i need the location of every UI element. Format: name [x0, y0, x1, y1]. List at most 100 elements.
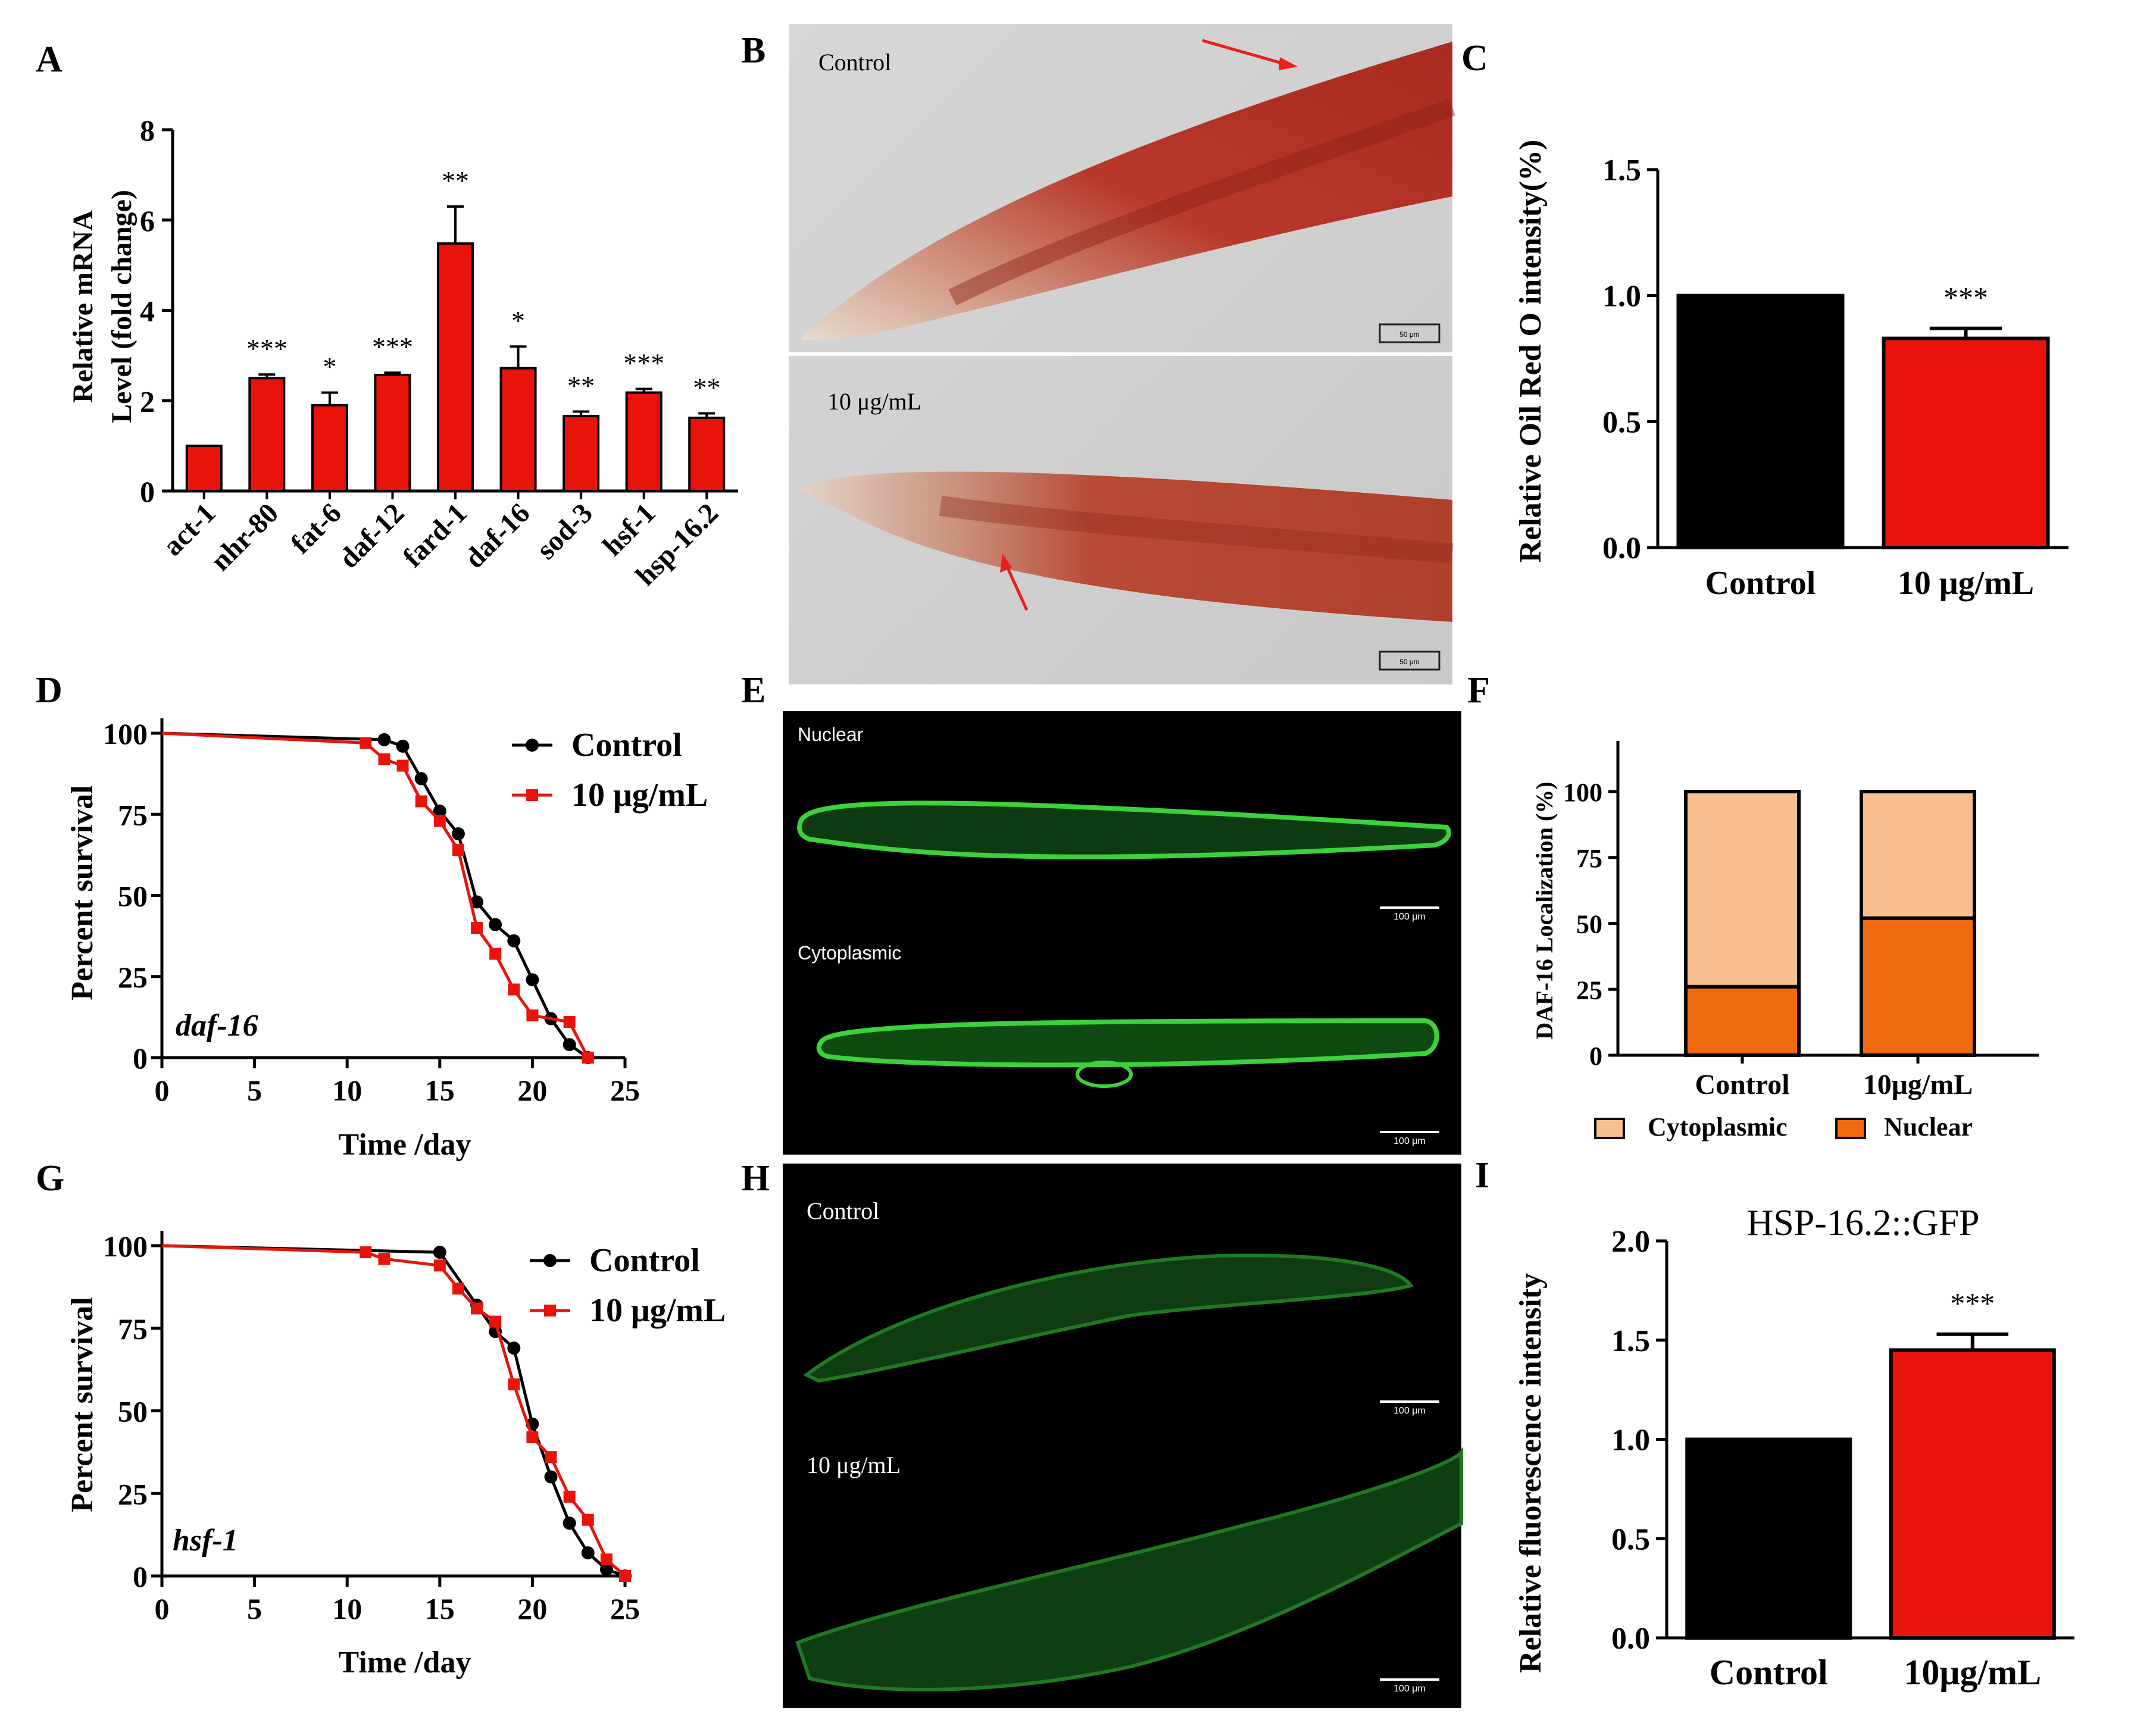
- data-point: [526, 1009, 539, 1022]
- y-tick-label: 1.0: [1602, 280, 1641, 314]
- worm-gut-texture: [948, 98, 1455, 306]
- y-tick-label: 8: [140, 114, 155, 147]
- worm-gut-texture: [939, 496, 1454, 564]
- data-point: [563, 1038, 576, 1052]
- bar: [1889, 1348, 2056, 1640]
- y-tick-label: 1.5: [1611, 1324, 1650, 1358]
- x-tick-label: Control: [1695, 1069, 1789, 1100]
- f-ylabel: DAF-16 Localization (%): [1531, 781, 1558, 1039]
- x-tick-label: 10: [332, 1592, 362, 1625]
- x-tick-label: daf-12: [333, 497, 410, 574]
- panel-letter-h: H: [741, 1158, 770, 1199]
- gfp-intensity-bar-chart: 0.0 0.5 1.0 1.5 2.0 Control *** 10μg/mL: [1611, 1225, 2074, 1692]
- bar: [499, 367, 537, 492]
- data-point: [433, 1259, 446, 1272]
- data-point: [544, 1470, 558, 1484]
- y-tick-label: 0.5: [1611, 1522, 1650, 1556]
- panel-letter-g: G: [36, 1158, 64, 1199]
- legend-label-cytoplasmic: Cytoplasmic: [1648, 1112, 1788, 1142]
- y-tick-label: 1.0: [1611, 1424, 1650, 1458]
- stacked-segment-cytoplasmic: [1684, 790, 1801, 989]
- data-point: [360, 737, 372, 749]
- data-point: [378, 753, 390, 765]
- y-tick-label: 0.0: [1602, 531, 1641, 565]
- y-tick-label: 25: [1576, 975, 1602, 1005]
- legend-marker: [543, 1254, 557, 1267]
- y-tick-label: 0: [1589, 1042, 1602, 1071]
- data-point: [507, 1341, 521, 1355]
- d-ylabel: Percent survival: [65, 785, 99, 1000]
- daf16-survival-chart: 0 25 50 75 100 0 5 10 15 20 25 Control 10 μg/mL: [103, 717, 708, 1107]
- data-point: [471, 922, 483, 934]
- data-point: [451, 827, 465, 840]
- worm-treated-image: [801, 471, 1452, 622]
- e-bottom-label: Cytoplasmic: [798, 942, 901, 964]
- x-tick-label: 10μg/mL: [1904, 1653, 2041, 1692]
- x-tick-label: nhr-80: [205, 497, 285, 577]
- arrow-icon: [1004, 563, 1029, 611]
- i-ylabel: Relative fluorescence intensity: [1514, 1273, 1548, 1673]
- bar: [1676, 293, 1845, 549]
- stacked-segment-nuclear: [1684, 984, 1801, 1057]
- x-tick-label: 10: [332, 1074, 362, 1107]
- x-tick-label: 0: [155, 1074, 170, 1107]
- data-point: [563, 1516, 576, 1530]
- d-xlabel: Time /day: [339, 1128, 471, 1162]
- legend-marker: [544, 1305, 556, 1317]
- significance-label: ***: [246, 333, 288, 364]
- data-point: [563, 1490, 576, 1503]
- x-tick-label: Control: [1705, 565, 1816, 602]
- x-tick-label: 5: [247, 1074, 262, 1107]
- data-point: [508, 1378, 520, 1391]
- legend-label: 10 μg/mL: [571, 777, 708, 814]
- legend-label: Control: [571, 727, 682, 764]
- x-tick-label: 5: [247, 1592, 262, 1625]
- daf16-localization-chart: 0 25 50 75 100 Control 10μg/mL: [1563, 741, 2039, 1100]
- data-point: [433, 815, 446, 827]
- significance-label: *: [323, 352, 336, 382]
- significance-label: *: [511, 305, 525, 336]
- panel-d: D 0 25 50 75 100 0 5 10 15 20 25 Control 10 μg/mL Pe…: [36, 670, 708, 1162]
- data-point: [433, 804, 446, 818]
- bar: [563, 415, 600, 492]
- data-point: [582, 1052, 594, 1064]
- h-top-label: Control: [807, 1197, 879, 1224]
- panel-letter-e: E: [741, 670, 765, 711]
- x-tick-label: fard-1: [397, 497, 473, 573]
- scale-bar: [1379, 323, 1441, 343]
- mrna-bar-chart: 02468act-1***nhr-80*fat-6***daf-12**fard…: [140, 114, 738, 592]
- y-tick-label: 1.5: [1602, 154, 1641, 187]
- worm-vulva: [1076, 1061, 1133, 1088]
- data-point: [582, 1514, 594, 1526]
- legend-marker: [526, 739, 539, 752]
- panel-g: G 0 25 50 75 100 0 5 10 15 20 25 Control 10 μg/mL Pe…: [36, 1158, 726, 1680]
- significance-label: **: [567, 370, 595, 401]
- a-ylabel-line1: Relative mRNA: [67, 210, 99, 403]
- data-point: [526, 1431, 539, 1443]
- y-tick-label: 6: [140, 204, 155, 237]
- worm-treated-image: [795, 1447, 1463, 1691]
- data-point: [489, 948, 502, 960]
- data-point: [452, 844, 464, 856]
- significance-label: **: [442, 165, 469, 196]
- y-tick-label: 4: [140, 295, 155, 328]
- a-ylabel-line2: Level (fold change): [106, 190, 138, 423]
- y-tick-label: 0: [133, 1042, 148, 1075]
- i-chart-title: HSP-16.2::GFP: [1746, 1203, 1979, 1243]
- b-bottom-label: 10 μg/mL: [827, 388, 921, 415]
- significance-label: ***: [1950, 1287, 1995, 1320]
- x-tick-label: 15: [425, 1074, 455, 1107]
- arrow-icon: [1279, 57, 1298, 70]
- scale-bar-label: 100 μm: [1393, 912, 1426, 922]
- panel-a: A 02468act-1***nhr-80*fat-6***daf-12**fa…: [36, 39, 738, 592]
- data-point: [378, 1253, 390, 1265]
- panel-b: B Control 10 μg/mL 50 μm 50 μm: [741, 24, 1455, 684]
- y-tick-label: 0.5: [1602, 405, 1641, 439]
- data-point: [470, 895, 484, 909]
- data-point: [563, 1016, 576, 1028]
- scale-bar-label: 100 μm: [1393, 1684, 1426, 1694]
- panel-letter-a: A: [36, 39, 63, 80]
- data-point: [526, 973, 539, 987]
- panel-c: C 0.0 0.5 1.0 1.5 Control *** 10 μg/mL Relativ…: [1461, 38, 2068, 602]
- oil-red-bar-chart: 0.0 0.5 1.0 1.5 Control *** 10 μg/mL: [1602, 154, 2068, 602]
